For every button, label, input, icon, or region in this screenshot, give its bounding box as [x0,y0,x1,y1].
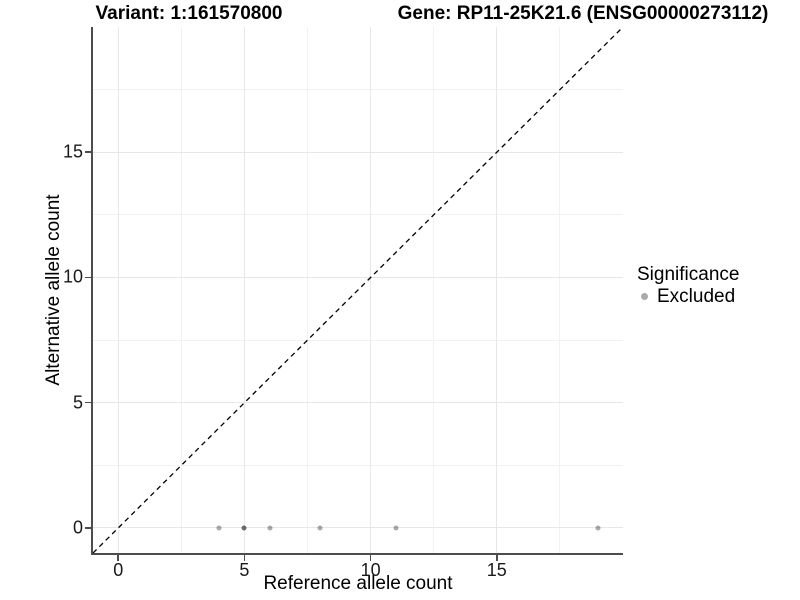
excluded-point-icon [641,293,648,300]
y-minor-gridline [93,339,623,341]
x-minor-gridline [559,27,561,553]
data-point [241,525,247,531]
legend-title: Significance [637,264,740,285]
x-major-gridline [370,27,372,553]
y-axis-line [91,27,93,555]
x-tick-mark [243,553,246,561]
y-tick-label: 5 [72,392,83,413]
x-tick-mark [496,553,498,561]
legend-item-excluded: Excluded [637,286,739,307]
variant-title: Variant: 1:161570800 [95,3,283,24]
data-point [216,525,222,531]
y-tick-mark [85,276,93,279]
y-major-gridline [93,402,623,404]
x-major-gridline [243,27,245,553]
y-major-gridline [93,151,623,153]
x-minor-gridline [307,27,309,553]
x-axis-line [91,553,623,555]
y-tick-label: 10 [62,266,83,287]
data-point [393,525,399,531]
x-tick-label: 10 [360,560,381,580]
y-tick-label: 15 [62,141,83,162]
data-point [317,525,323,531]
x-minor-gridline [180,27,182,553]
legend-item-label: Excluded [657,286,736,307]
legend: Significance Excluded [637,264,739,307]
x-tick-label: 0 [113,560,124,580]
x-minor-gridline [433,27,435,553]
x-major-gridline [117,27,119,553]
y-minor-gridline [93,464,623,466]
y-major-gridline [93,276,623,278]
data-point [267,525,273,531]
x-tick-label: 5 [239,560,250,580]
plot-panel: 0 5 10 15 0 5 10 15 [63,27,623,580]
data-point [595,525,601,531]
x-axis-title: Reference allele count [263,573,453,594]
x-major-gridline [496,27,498,553]
y-minor-gridline [93,214,623,216]
y-axis-title: Alternative allele count [43,194,64,386]
y-minor-gridline [93,89,623,91]
identity-line [93,27,623,553]
gene-title: Gene: RP11-25K21.6 (ENSG00000273112) [397,3,769,24]
y-major-gridline [93,527,623,529]
y-tick-mark [85,151,93,153]
y-tick-mark [85,401,93,404]
x-tick-label: 15 [486,560,507,580]
y-tick-label: 0 [72,517,83,538]
y-tick-mark [85,527,93,529]
x-tick-mark [369,553,372,561]
identity-line-layer [93,27,623,553]
x-tick-mark [117,553,119,561]
